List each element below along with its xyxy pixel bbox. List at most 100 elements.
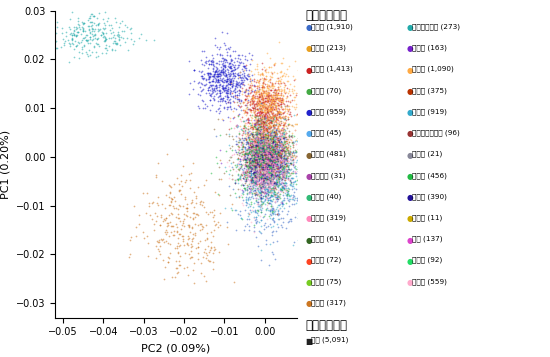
- Point: [187, 224, 196, 230]
- Point: [280, 143, 289, 149]
- Point: [85, 26, 94, 31]
- Point: [273, 147, 282, 153]
- Point: [258, 164, 267, 170]
- Point: [180, 266, 189, 271]
- Point: [265, 152, 273, 158]
- Point: [255, 174, 264, 179]
- Point: [264, 164, 273, 170]
- Point: [278, 153, 287, 159]
- Point: [273, 183, 282, 188]
- Point: [281, 95, 290, 100]
- Point: [234, 139, 243, 145]
- Point: [270, 143, 278, 149]
- Point: [266, 126, 274, 132]
- Point: [252, 143, 261, 149]
- Point: [256, 191, 265, 196]
- Point: [254, 115, 262, 121]
- Point: [261, 134, 270, 140]
- Point: [256, 132, 265, 138]
- Point: [260, 162, 268, 168]
- Point: [264, 157, 273, 163]
- Point: [246, 173, 255, 178]
- Point: [274, 151, 283, 157]
- Point: [267, 94, 276, 100]
- Point: [265, 122, 274, 128]
- Point: [253, 129, 262, 134]
- Point: [242, 168, 251, 174]
- Point: [281, 127, 290, 133]
- Point: [283, 188, 292, 193]
- Point: [265, 148, 273, 154]
- Point: [259, 160, 268, 166]
- Point: [258, 84, 267, 90]
- Point: [248, 149, 256, 155]
- Point: [261, 173, 270, 179]
- Point: [251, 156, 260, 161]
- Point: [278, 128, 287, 134]
- Point: [268, 205, 277, 211]
- Point: [79, 44, 88, 49]
- Point: [252, 149, 261, 154]
- Point: [289, 159, 298, 165]
- Point: [294, 117, 303, 123]
- Point: [99, 30, 108, 36]
- Point: [264, 120, 273, 125]
- Point: [269, 151, 278, 156]
- Point: [264, 160, 273, 165]
- Point: [235, 193, 244, 199]
- Point: [265, 126, 273, 131]
- Point: [278, 130, 287, 136]
- Point: [245, 128, 254, 134]
- Point: [266, 162, 275, 167]
- Point: [259, 149, 268, 155]
- Point: [280, 158, 289, 164]
- Point: [231, 89, 240, 95]
- Point: [261, 184, 270, 190]
- Point: [256, 205, 265, 210]
- Point: [94, 28, 102, 34]
- Point: [277, 162, 286, 168]
- Text: 山东省 (481): 山东省 (481): [311, 151, 345, 157]
- Point: [249, 147, 257, 152]
- Point: [264, 162, 273, 168]
- Point: [252, 182, 261, 187]
- Point: [261, 157, 270, 163]
- Point: [254, 172, 263, 178]
- Point: [230, 105, 239, 111]
- Point: [247, 136, 256, 141]
- Point: [270, 160, 278, 166]
- Point: [253, 131, 262, 137]
- Point: [271, 161, 279, 167]
- Point: [280, 171, 289, 177]
- Point: [261, 167, 270, 172]
- Point: [92, 41, 101, 47]
- Point: [241, 169, 250, 174]
- Point: [248, 126, 257, 132]
- Point: [112, 19, 121, 25]
- Point: [265, 152, 273, 157]
- Point: [247, 96, 256, 102]
- Point: [268, 162, 277, 167]
- Point: [267, 135, 276, 141]
- Point: [263, 140, 272, 146]
- Point: [273, 133, 282, 139]
- Point: [238, 194, 246, 200]
- Point: [250, 103, 258, 109]
- Point: [258, 129, 267, 135]
- Point: [234, 71, 243, 76]
- Point: [280, 109, 289, 115]
- Point: [213, 78, 222, 84]
- Point: [243, 164, 251, 170]
- Point: [258, 119, 267, 124]
- Point: [262, 160, 271, 166]
- Point: [269, 97, 278, 103]
- Point: [254, 159, 263, 165]
- Point: [241, 197, 250, 203]
- Point: [265, 124, 273, 129]
- Point: [195, 105, 204, 111]
- Point: [257, 137, 266, 143]
- Point: [267, 144, 276, 149]
- Point: [255, 152, 264, 158]
- Point: [265, 208, 274, 213]
- Point: [236, 72, 245, 78]
